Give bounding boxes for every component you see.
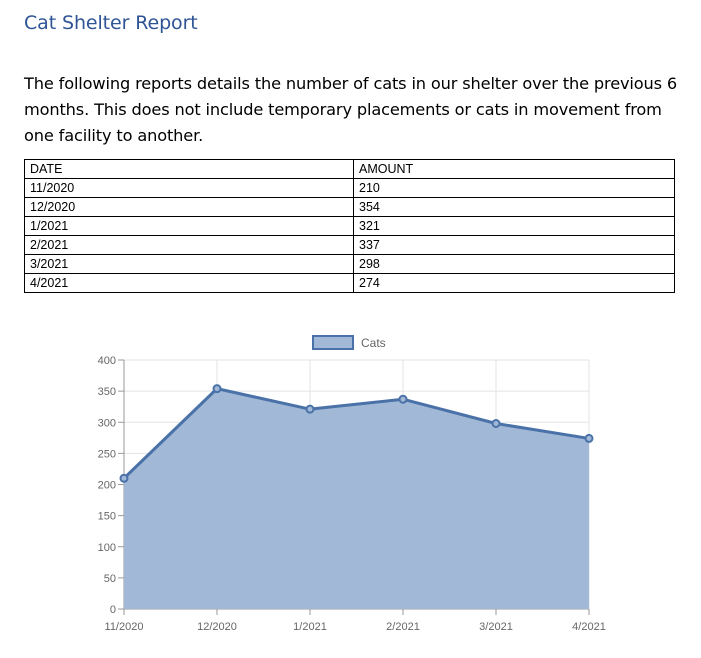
data-point <box>305 404 315 414</box>
y-tick-label: 200 <box>98 480 116 492</box>
header-amount: AMOUNT <box>353 159 675 179</box>
cell-date: 4/2021 <box>24 273 354 293</box>
table-row: 2/2021 337 <box>24 235 675 255</box>
cell-amount: 298 <box>353 254 675 274</box>
cats-area-chart: 0 50 100 150 200 250 300 350 400 11/2020 12/2020 1/… <box>0 325 701 658</box>
cell-amount: 354 <box>353 197 675 217</box>
x-tick-label: 12/2020 <box>197 621 237 633</box>
table-row: 3/2021 298 <box>24 254 675 274</box>
x-tick-label: 11/2020 <box>105 621 144 633</box>
cell-date: 12/2020 <box>24 197 354 217</box>
series-line <box>122 387 590 480</box>
chart-canvas: 0 50 100 150 200 250 300 350 400 11/2020 12/2020 1/… <box>98 335 606 633</box>
y-tick-label: 400 <box>98 355 116 367</box>
cell-amount: 210 <box>353 178 675 198</box>
table-row: 4/2021 274 <box>24 273 675 293</box>
table-row: 12/2020 354 <box>24 197 675 217</box>
cell-date: 3/2021 <box>24 254 354 274</box>
data-point <box>119 473 129 483</box>
y-tick-label: 50 <box>104 573 116 585</box>
cats-table: DATE AMOUNT 11/2020 210 12/2020 354 1/20… <box>24 159 675 293</box>
y-tick-label: 250 <box>98 448 116 460</box>
x-tick-label: 3/2021 <box>479 621 513 633</box>
cell-amount: 337 <box>353 235 675 255</box>
x-tick-label: 1/2021 <box>293 621 327 633</box>
y-tick-label: 300 <box>98 417 116 429</box>
y-tick-label: 100 <box>98 542 116 554</box>
legend-label: Cats <box>361 336 386 350</box>
table-row: 1/2021 321 <box>24 216 675 236</box>
y-tick-label: 150 <box>98 511 116 523</box>
data-point <box>584 433 594 443</box>
cell-date: 2/2021 <box>24 235 354 255</box>
x-tick-label: 2/2021 <box>386 621 420 633</box>
intro-paragraph: The following reports details the number… <box>24 74 678 145</box>
header-date: DATE <box>24 159 354 179</box>
cell-amount: 321 <box>353 216 675 236</box>
cell-date: 1/2021 <box>24 216 354 236</box>
table-row: 11/2020 210 <box>24 178 675 198</box>
cell-amount: 274 <box>353 273 675 293</box>
data-point <box>398 394 408 404</box>
series-area <box>124 388 589 609</box>
table-header-row: DATE AMOUNT <box>24 159 675 179</box>
legend-swatch <box>312 335 354 350</box>
y-tick-label: 0 <box>110 604 116 616</box>
data-point <box>491 418 501 428</box>
x-tick-label: 4/2021 <box>572 621 606 633</box>
cell-date: 11/2020 <box>24 178 354 198</box>
document-title: Cat Shelter Report <box>24 12 198 34</box>
data-point <box>212 384 222 394</box>
y-tick-label: 350 <box>98 386 116 398</box>
